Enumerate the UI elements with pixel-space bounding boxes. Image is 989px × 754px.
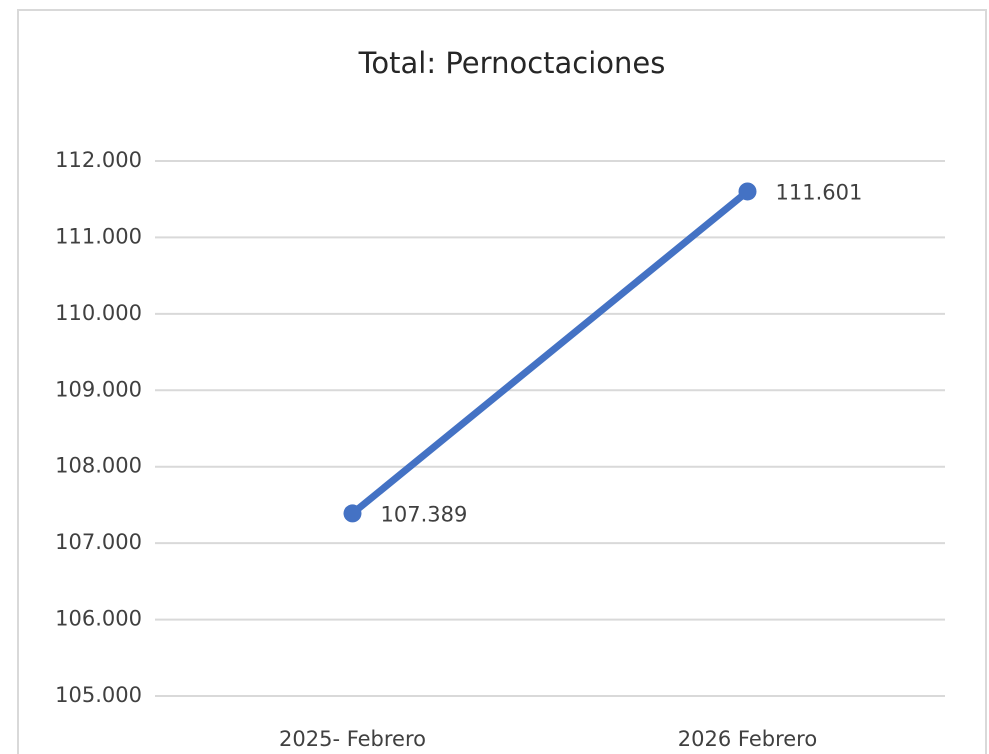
marker: [738, 182, 757, 201]
x-tick-label: 2026 Febrero: [678, 727, 817, 751]
y-tick-label: 109.000: [55, 377, 142, 401]
data-label: 107.389: [381, 502, 468, 526]
y-tick-label: 105.000: [55, 683, 142, 707]
data-label: 111.601: [776, 180, 863, 204]
chart-title: Total: Pernoctaciones: [358, 46, 666, 80]
y-tick-label: 106.000: [55, 607, 142, 631]
y-tick-label: 112.000: [55, 148, 142, 172]
marker: [343, 504, 362, 523]
y-tick-label: 110.000: [55, 301, 142, 325]
y-tick-label: 111.000: [55, 224, 142, 248]
line: [349, 187, 751, 517]
x-tick-label: 2025- Febrero: [279, 727, 426, 751]
chart-frame: [17, 9, 987, 754]
y-tick-label: 107.000: [55, 530, 142, 554]
y-tick-label: 108.000: [55, 454, 142, 478]
